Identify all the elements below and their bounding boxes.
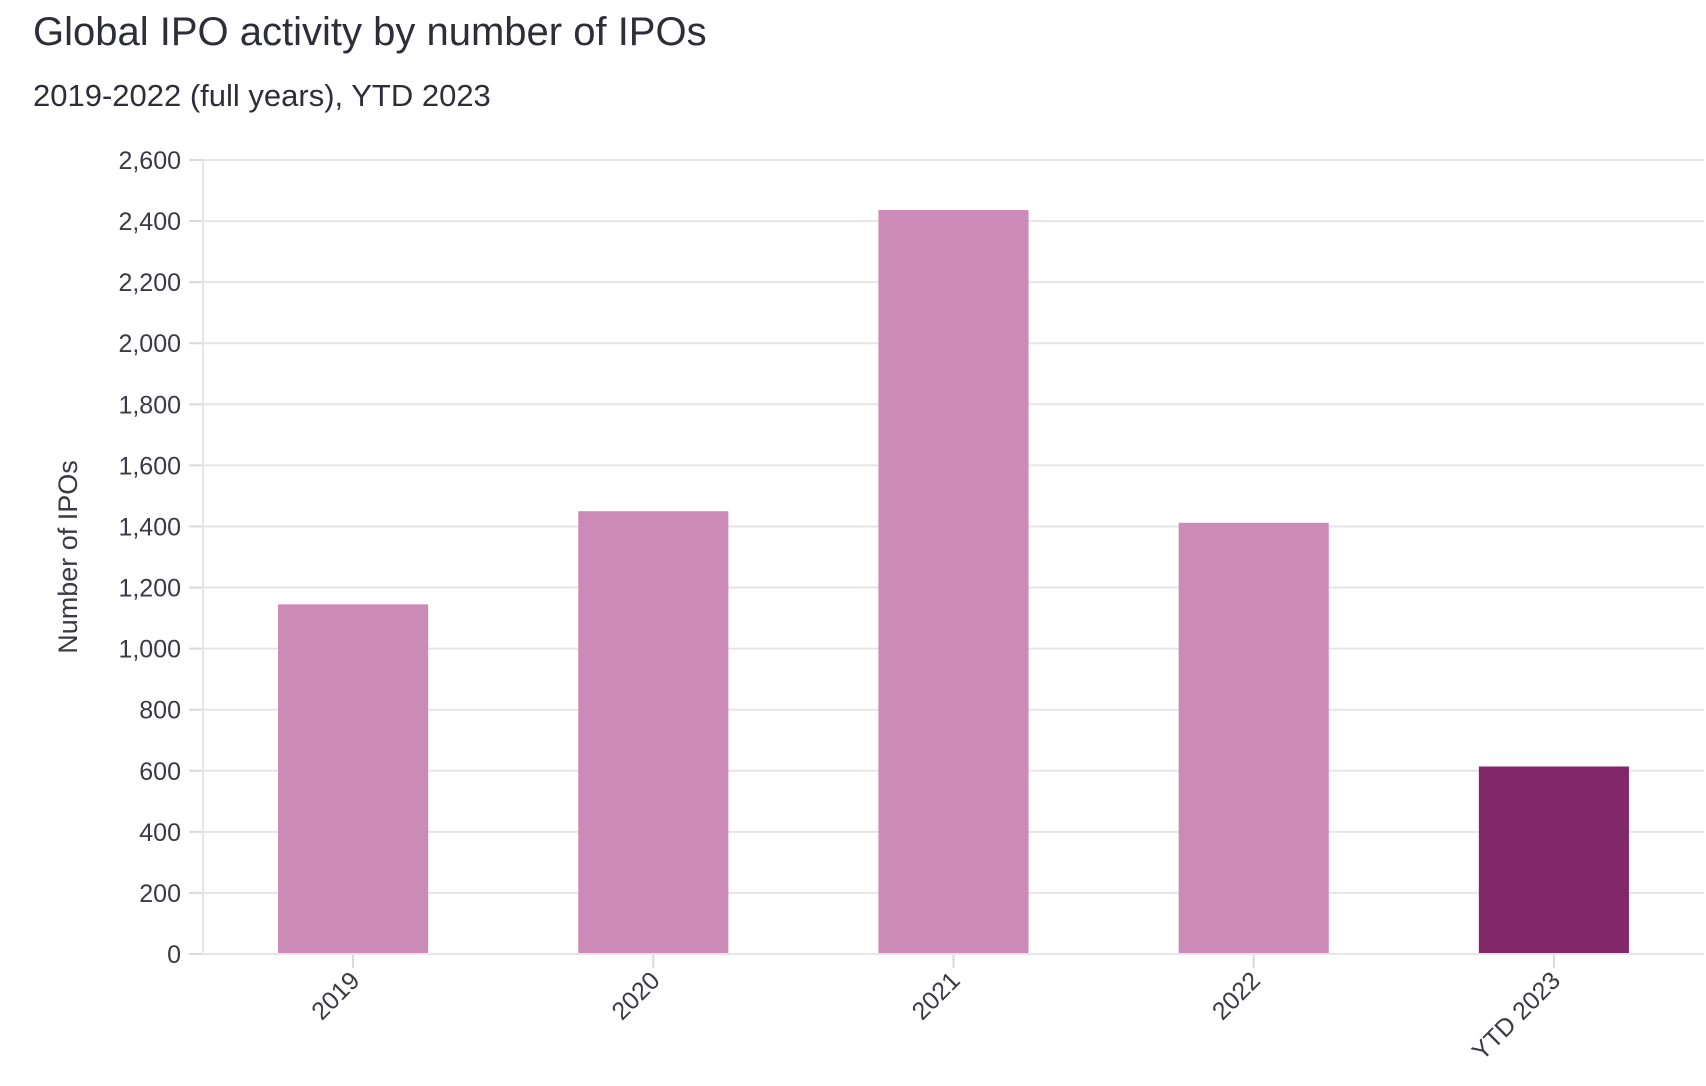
- y-tick-label: 0: [167, 941, 181, 969]
- y-tick-label: 2,600: [118, 147, 181, 175]
- bar-2021: [878, 210, 1029, 955]
- bar-2022: [1178, 522, 1329, 954]
- y-axis-title: Number of IPOs: [53, 460, 83, 654]
- y-tick-label: 1,600: [118, 452, 181, 480]
- x-tick-label: YTD 2023: [1467, 966, 1566, 1065]
- y-axis: 0 200 400 600 800 1,000 1,200 1,400 1,600 1,800 2,…: [118, 147, 204, 969]
- x-tick-label: 2022: [1207, 966, 1266, 1025]
- y-tick-label: 1,200: [118, 575, 181, 603]
- y-tick-label: 2,400: [118, 208, 181, 236]
- y-tick-label: 2,200: [118, 269, 181, 297]
- y-tick-label: 400: [139, 819, 181, 847]
- chart-subtitle: 2019-2022 (full years), YTD 2023: [33, 78, 491, 113]
- chart-title: Global IPO activity by number of IPOs: [33, 10, 707, 54]
- bar-ytd-2023: [1478, 766, 1629, 954]
- x-axis: 2019 2020 2021 2022 YTD 2023: [203, 953, 1704, 1066]
- bars: [278, 210, 1629, 955]
- x-tick-label: 2019: [306, 966, 365, 1025]
- y-tick-label: 1,800: [118, 391, 181, 419]
- y-tick-label: 1,000: [118, 636, 181, 664]
- x-tick-label: 2021: [907, 966, 966, 1025]
- y-tick-label: 1,400: [118, 513, 181, 541]
- x-tick-label: 2020: [606, 966, 665, 1025]
- y-tick-label: 800: [139, 697, 181, 725]
- bar-2020: [578, 511, 729, 954]
- y-tick-label: 2,000: [118, 330, 181, 358]
- bar-2019: [278, 604, 429, 954]
- y-tick-label: 200: [139, 880, 181, 908]
- y-tick-label: 600: [139, 758, 181, 786]
